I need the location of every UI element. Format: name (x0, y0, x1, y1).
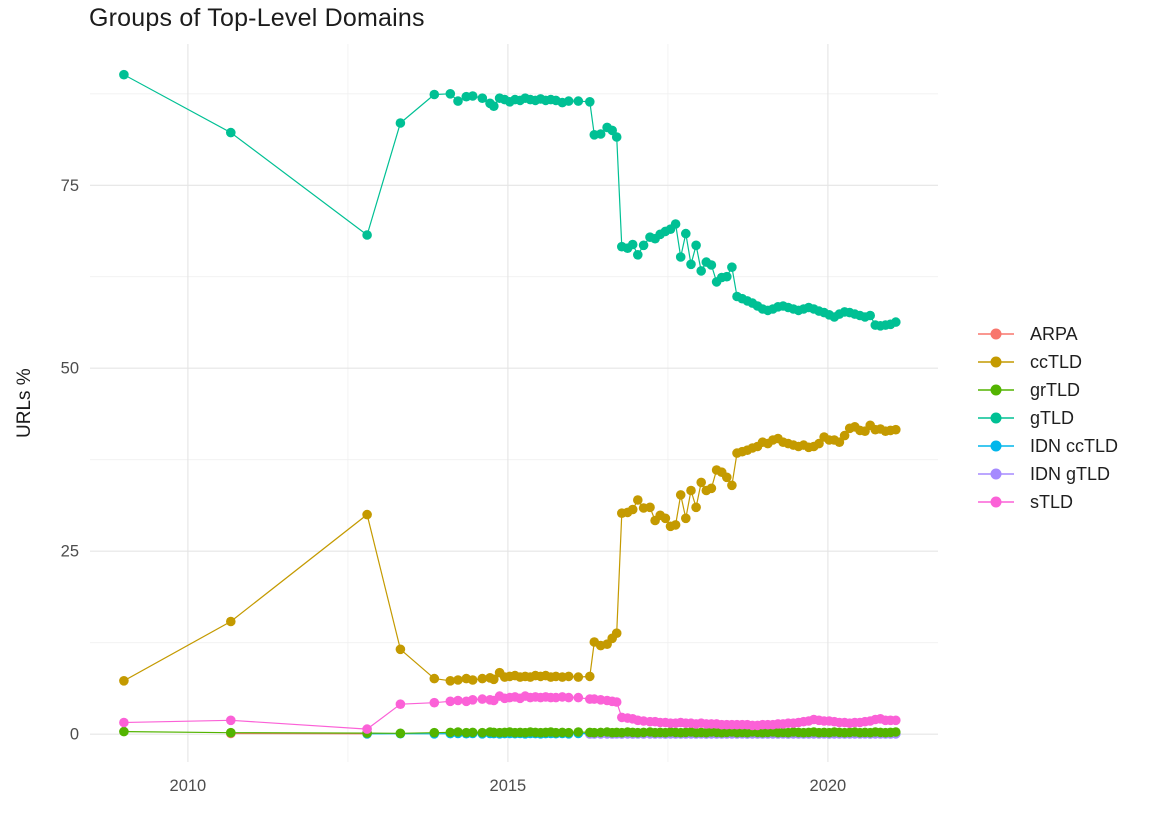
legend-label-idn-gtld: IDN gTLD (1030, 463, 1111, 484)
y-axis-title: URLs % (14, 368, 35, 438)
legend-key-gtld-icon (978, 412, 1014, 424)
svg-text:50: 50 (61, 360, 79, 378)
legend-key-idn-gtld-icon (978, 468, 1014, 480)
svg-text:2015: 2015 (490, 777, 527, 795)
legend-item-arpa: ARPA (977, 323, 1118, 345)
legend-key-idn-cctld-icon (978, 440, 1014, 452)
legend-key-cctld-icon (978, 356, 1014, 368)
legend-item-idn-gtld: IDN gTLD (977, 463, 1118, 485)
svg-text:0: 0 (70, 726, 79, 744)
legend-label-gtld: gTLD (1030, 407, 1075, 428)
legend-label-idn-cctld: IDN ccTLD (1030, 435, 1119, 456)
legend-item-grtld: grTLD (977, 379, 1118, 401)
legend-item-cctld: ccTLD (977, 351, 1118, 373)
legend-key-stld-icon (978, 496, 1014, 508)
legend-item-idn-cctld: IDN ccTLD (977, 435, 1118, 457)
legend-key-arpa-icon (978, 328, 1014, 340)
svg-text:2010: 2010 (170, 777, 207, 795)
legend: ARPA ccTLD grTLD gTLD IDN ccTLD (977, 323, 1118, 513)
svg-text:2020: 2020 (810, 777, 847, 795)
legend-item-stld: sTLD (977, 491, 1118, 513)
legend-label-arpa: ARPA (1030, 323, 1078, 344)
svg-text:75: 75 (61, 177, 79, 195)
legend-key-grtld-icon (978, 384, 1014, 396)
chart-title: Groups of Top-Level Domains (89, 4, 425, 32)
legend-label-grtld: grTLD (1030, 379, 1081, 400)
svg-text:25: 25 (61, 543, 79, 561)
legend-label-stld: sTLD (1030, 491, 1074, 512)
legend-item-gtld: gTLD (977, 407, 1118, 429)
legend-label-cctld: ccTLD (1030, 351, 1083, 372)
